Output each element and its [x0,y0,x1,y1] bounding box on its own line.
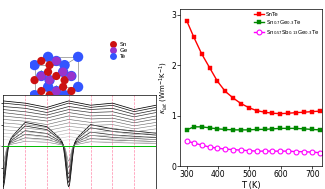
SnTe [192,36,196,38]
Sn$_{0.57}$Sb$_{0.13}$Ge$_{0.3}$Te [310,151,314,153]
Point [54,74,59,77]
Sn$_{0.7}$Ge$_{0.3}$Te [270,128,274,130]
Sn$_{0.7}$Ge$_{0.3}$Te [247,129,251,131]
Point [69,74,74,77]
SnTe [263,111,266,113]
SnTe [223,90,227,93]
Y-axis label: $\kappa_{lat}$ (Wm$^{-1}$K$^{-1}$): $\kappa_{lat}$ (Wm$^{-1}$K$^{-1}$) [158,61,170,114]
Sn$_{0.7}$Ge$_{0.3}$Te [286,127,290,129]
Point [54,90,59,93]
Sn$_{0.7}$Ge$_{0.3}$Te [192,126,196,128]
Sn$_{0.7}$Ge$_{0.3}$Te [239,129,243,131]
Sn$_{0.57}$Sb$_{0.13}$Ge$_{0.3}$Te [208,146,212,148]
Sn$_{0.7}$Ge$_{0.3}$Te [200,126,204,128]
Line: Sn$_{0.7}$Ge$_{0.3}$Te: Sn$_{0.7}$Ge$_{0.3}$Te [184,124,322,132]
Point [75,85,81,88]
SnTe [286,112,290,114]
Point [69,90,74,93]
SnTe [318,110,321,112]
Point [69,74,74,77]
Sn$_{0.7}$Ge$_{0.3}$Te [223,128,227,131]
Point [54,60,59,63]
Point [60,70,66,73]
SnTe [185,19,188,22]
SnTe [247,106,251,109]
Point [62,64,67,67]
SnTe [200,53,204,55]
Sn$_{0.7}$Ge$_{0.3}$Te [215,128,219,130]
Sn$_{0.57}$Sb$_{0.13}$Ge$_{0.3}$Te [192,142,196,144]
Sn$_{0.7}$Ge$_{0.3}$Te [255,128,259,131]
Sn$_{0.57}$Sb$_{0.13}$Ge$_{0.3}$Te [223,148,227,150]
SnTe [231,97,235,99]
Sn$_{0.7}$Ge$_{0.3}$Te [263,128,266,131]
Legend: SnTe, Sn$_{0.7}$Ge$_{0.3}$Te, Sn$_{0.57}$Sb$_{0.13}$Ge$_{0.3}$Te: SnTe, Sn$_{0.7}$Ge$_{0.3}$Te, Sn$_{0.57}… [253,11,320,38]
Sn$_{0.57}$Sb$_{0.13}$Ge$_{0.3}$Te [278,150,282,152]
SnTe [239,102,243,105]
Sn$_{0.7}$Ge$_{0.3}$Te [318,129,321,131]
Sn$_{0.57}$Sb$_{0.13}$Ge$_{0.3}$Te [263,150,266,152]
SnTe [294,112,298,114]
Sn$_{0.57}$Sb$_{0.13}$Ge$_{0.3}$Te [215,147,219,149]
SnTe [278,113,282,115]
Point [39,74,44,77]
Point [46,70,51,73]
Point [32,94,37,97]
Sn$_{0.57}$Sb$_{0.13}$Ge$_{0.3}$Te [270,150,274,152]
Sn$_{0.7}$Ge$_{0.3}$Te [310,128,314,131]
Sn$_{0.57}$Sb$_{0.13}$Ge$_{0.3}$Te [318,152,321,154]
SnTe [302,111,306,113]
Point [62,79,67,82]
Point [60,85,66,88]
Point [47,79,52,82]
Point [60,70,66,73]
Point [32,79,37,82]
Sn$_{0.57}$Sb$_{0.13}$Ge$_{0.3}$Te [247,149,251,152]
Point [39,60,44,63]
Point [47,94,52,97]
Sn$_{0.57}$Sb$_{0.13}$Ge$_{0.3}$Te [231,149,235,151]
Sn$_{0.57}$Sb$_{0.13}$Ge$_{0.3}$Te [200,144,204,146]
Sn$_{0.7}$Ge$_{0.3}$Te [302,128,306,130]
Sn$_{0.57}$Sb$_{0.13}$Ge$_{0.3}$Te [286,150,290,152]
Sn$_{0.57}$Sb$_{0.13}$Ge$_{0.3}$Te [185,140,188,142]
Point [46,55,51,58]
Point [54,60,59,63]
Point [39,74,44,77]
Point [62,94,67,97]
Line: Sn$_{0.57}$Sb$_{0.13}$Ge$_{0.3}$Te: Sn$_{0.57}$Sb$_{0.13}$Ge$_{0.3}$Te [184,139,322,155]
Sn$_{0.7}$Ge$_{0.3}$Te [278,127,282,129]
Legend: Sn, Ge, Te: Sn, Ge, Te [106,40,129,60]
Point [54,90,59,93]
SnTe [215,80,219,82]
Sn$_{0.7}$Ge$_{0.3}$Te [231,129,235,131]
Point [47,64,52,67]
Sn$_{0.57}$Sb$_{0.13}$Ge$_{0.3}$Te [302,150,306,153]
X-axis label: T (K): T (K) [241,181,261,189]
Sn$_{0.57}$Sb$_{0.13}$Ge$_{0.3}$Te [294,150,298,153]
Sn$_{0.57}$Sb$_{0.13}$Ge$_{0.3}$Te [255,150,259,152]
Point [39,90,44,93]
SnTe [255,109,259,112]
SnTe [208,67,212,69]
Sn$_{0.57}$Sb$_{0.13}$Ge$_{0.3}$Te [239,149,243,151]
SnTe [270,112,274,114]
Sn$_{0.7}$Ge$_{0.3}$Te [294,127,298,129]
Line: SnTe: SnTe [184,18,322,116]
SnTe [310,111,314,113]
Sn$_{0.7}$Ge$_{0.3}$Te [185,129,188,131]
Point [46,85,51,88]
Sn$_{0.7}$Ge$_{0.3}$Te [208,127,212,129]
Point [47,79,52,82]
Point [32,64,37,67]
Point [75,55,81,58]
